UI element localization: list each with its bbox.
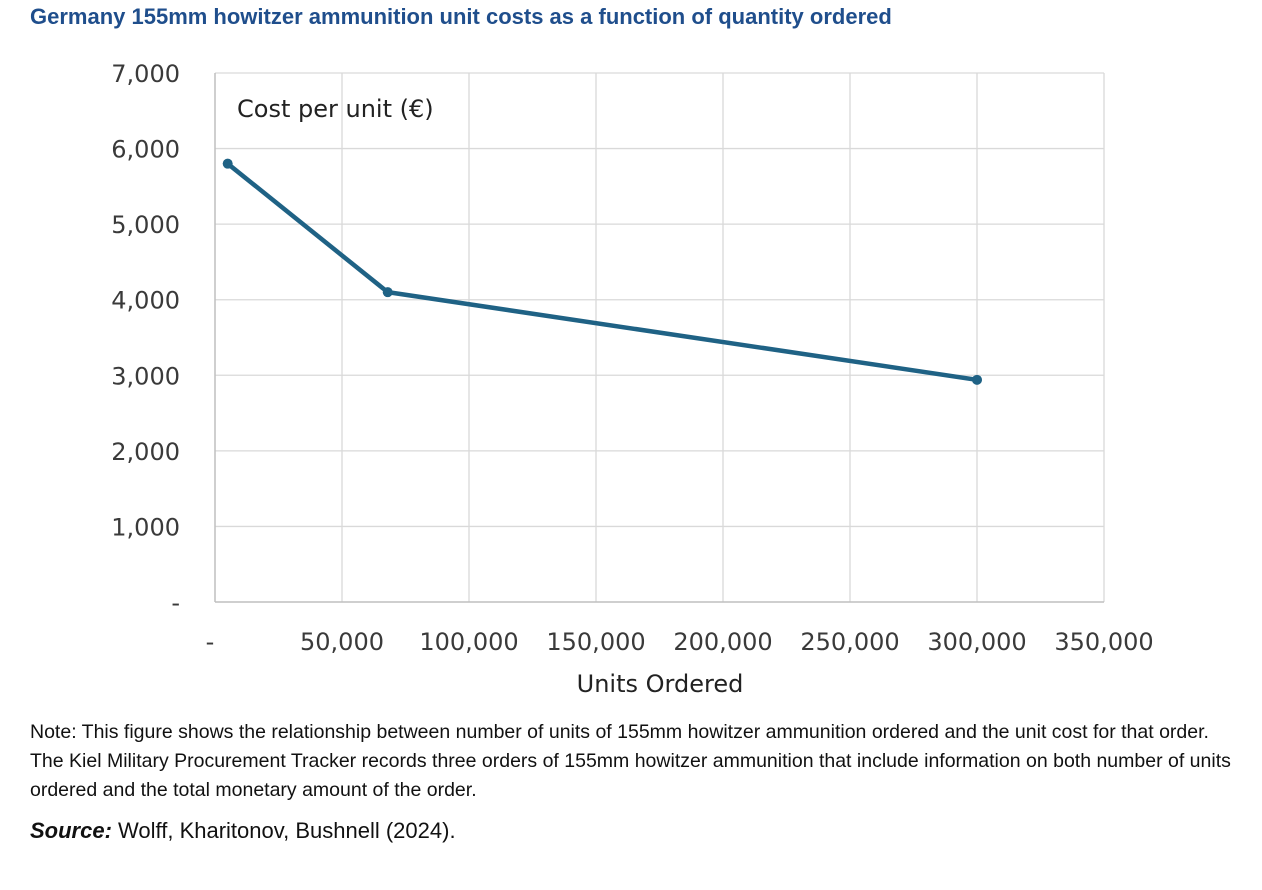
y-tick-label: 5,000	[111, 211, 180, 239]
grid-lines	[215, 72, 1105, 602]
x-tick-label: -	[206, 628, 215, 656]
x-tick-label: 200,000	[673, 628, 772, 656]
figure-note: Note: This figure shows the relationship…	[30, 721, 1231, 801]
x-tick-label: 150,000	[546, 628, 645, 656]
tick-labels: - 1,000 2,000 3,000 4,000 5,000 6,000 7,000 - 50,…	[111, 60, 1153, 656]
x-tick-label: 50,000	[300, 628, 384, 656]
series-label: Cost per unit (€)	[237, 95, 434, 123]
x-axis-title: Units Ordered	[577, 670, 744, 698]
data-point	[382, 287, 393, 298]
x-tick-label: 100,000	[419, 628, 518, 656]
y-tick-label: 6,000	[111, 136, 180, 164]
y-tick-label: 3,000	[111, 362, 180, 390]
source-label: Source:	[30, 818, 112, 843]
figure-title: Germany 155mm howitzer ammunition unit c…	[30, 4, 892, 29]
x-tick-label: 300,000	[927, 628, 1026, 656]
y-tick-label: -	[171, 589, 180, 617]
y-tick-label: 1,000	[111, 513, 180, 541]
data-point	[972, 374, 982, 385]
y-tick-label: 4,000	[111, 287, 180, 315]
x-tick-label: 250,000	[800, 628, 899, 656]
series-line	[225, 161, 980, 383]
y-tick-label: 7,000	[111, 60, 180, 88]
line-chart: - 1,000 2,000 3,000 4,000 5,000 6,000 7,000 - 50,…	[111, 60, 1153, 698]
data-point	[222, 158, 233, 169]
figure-source: Source: Wolff, Kharitonov, Bushnell (202…	[30, 818, 456, 844]
source-text: Wolff, Kharitonov, Bushnell (2024).	[111, 818, 456, 843]
x-tick-label: 350,000	[1054, 628, 1153, 656]
series	[222, 158, 982, 385]
axes	[214, 73, 1104, 603]
y-tick-label: 2,000	[111, 438, 180, 466]
